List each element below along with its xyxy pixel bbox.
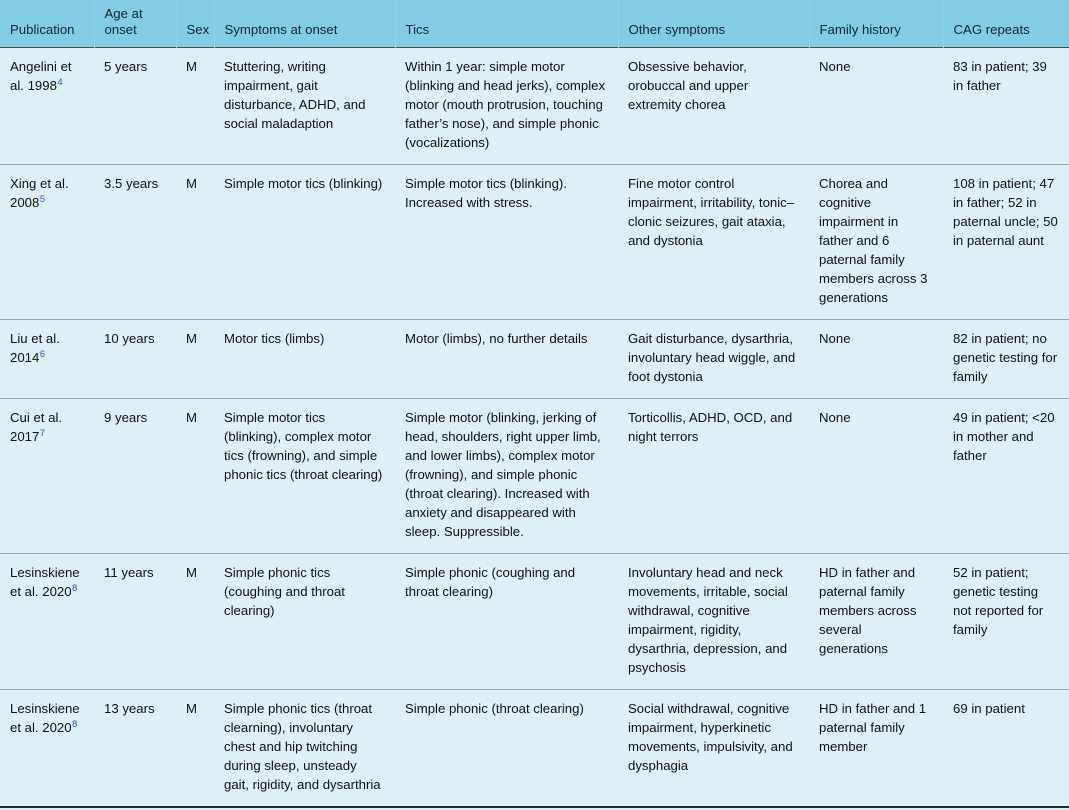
cell-sex: M [176,398,214,555]
reference-superscript[interactable]: 6 [39,348,45,359]
reference-superscript[interactable]: 8 [72,718,78,729]
cell-tics: Simple phonic (coughing and throat clear… [395,553,618,691]
cell-family: None [809,398,943,555]
cell-other: Social withdrawal, cognitive impairment,… [618,689,809,809]
cell-tics: Simple phonic (throat clearing) [395,689,618,809]
table-body: Angelini et al. 19984 5 years M Stuttering,… [0,47,1069,809]
cell-age_at_onset: 11 years [94,553,176,691]
cell-symptoms: Stuttering, writing impairment, gait dis… [214,47,395,166]
cell-cag: 69 in patient [943,689,1069,809]
cell-publication: Lesinskiene et al. 20208 [0,689,94,809]
table-row: Liu et al. 20146 10 years M Motor tics (lim… [0,319,1069,400]
cell-publication: Angelini et al. 19984 [0,47,94,166]
cell-symptoms: Simple motor tics (blinking), complex mo… [214,398,395,555]
reference-superscript[interactable]: 4 [57,76,63,87]
table-row: Lesinskiene et al. 20208 11 years M Simple … [0,553,1069,691]
cell-age_at_onset: 3.5 years [94,164,176,321]
table-row: Xing et al. 20085 3.5 years M Simple motor … [0,164,1069,321]
reference-superscript[interactable]: 5 [39,193,45,204]
cell-sex: M [176,689,214,809]
cell-age_at_onset: 9 years [94,398,176,555]
cell-cag: 49 in patient; <20 in mother and father [943,398,1069,555]
cell-tics: Within 1 year: simple motor (blinking an… [395,47,618,166]
cell-other: Fine motor control impairment, irritabil… [618,164,809,321]
cell-symptoms: Simple motor tics (blinking) [214,164,395,321]
cell-family: HD in father and 1 paternal family membe… [809,689,943,809]
cell-other: Gait disturbance, dysarthria, involuntar… [618,319,809,400]
cell-tics: Simple motor (blinking, jerking of head,… [395,398,618,555]
cell-other: Torticollis, ADHD, OCD, and night terror… [618,398,809,555]
cell-publication: Lesinskiene et al. 20208 [0,553,94,691]
cell-family: None [809,319,943,400]
column-header-family-history: Family history [809,0,944,48]
cell-cag: 108 in patient; 47 in father; 52 in pate… [943,164,1069,321]
cell-symptoms: Motor tics (limbs) [214,319,395,400]
cell-sex: M [176,553,214,691]
cell-tics: Simple motor tics (blinking). Increased … [395,164,618,321]
table-row: Cui et al. 20177 9 years M Simple motor tic… [0,398,1069,555]
cell-other: Obsessive behavior, orobuccal and upper … [618,47,809,166]
header-row: Publication Age at onset Sex Symptoms at… [0,0,1069,48]
column-header-symptoms-at-onset: Symptoms at onset [214,0,396,48]
cell-sex: M [176,319,214,400]
cell-symptoms: Simple phonic tics (throat clearning), i… [214,689,395,809]
cell-cag: 83 in patient; 39 in father [943,47,1069,166]
cell-cag: 52 in patient; genetic testing not repor… [943,553,1069,691]
column-header-publication: Publication [0,0,95,48]
reference-superscript[interactable]: 7 [39,427,45,438]
table-header: Publication Age at onset Sex Symptoms at… [0,0,1069,48]
cell-sex: M [176,164,214,321]
cell-age_at_onset: 10 years [94,319,176,400]
cell-symptoms: Simple phonic tics (coughing and throat … [214,553,395,691]
column-header-tics: Tics [395,0,619,48]
cell-age_at_onset: 5 years [94,47,176,166]
cell-family: None [809,47,943,166]
column-header-sex: Sex [176,0,215,48]
column-header-cag-repeats: CAG repeats [943,0,1069,48]
cell-other: Involuntary head and neck movements, irr… [618,553,809,691]
cell-publication: Xing et al. 20085 [0,164,94,321]
table-row: Lesinskiene et al. 20208 13 years M Simple … [0,689,1069,809]
cell-sex: M [176,47,214,166]
table-row: Angelini et al. 19984 5 years M Stuttering,… [0,47,1069,166]
column-header-age-at-onset: Age at onset [94,0,177,48]
cell-publication: Liu et al. 20146 [0,319,94,400]
cell-family: Chorea and cognitive impairment in fathe… [809,164,943,321]
cell-tics: Motor (limbs), no further details [395,319,618,400]
reference-superscript[interactable]: 8 [72,582,78,593]
cell-age_at_onset: 13 years [94,689,176,809]
cell-cag: 82 in patient; no genetic testing for fa… [943,319,1069,400]
column-header-other-symptoms: Other symptoms [618,0,810,48]
cell-publication: Cui et al. 20177 [0,398,94,555]
cell-family: HD in father and paternal family members… [809,553,943,691]
